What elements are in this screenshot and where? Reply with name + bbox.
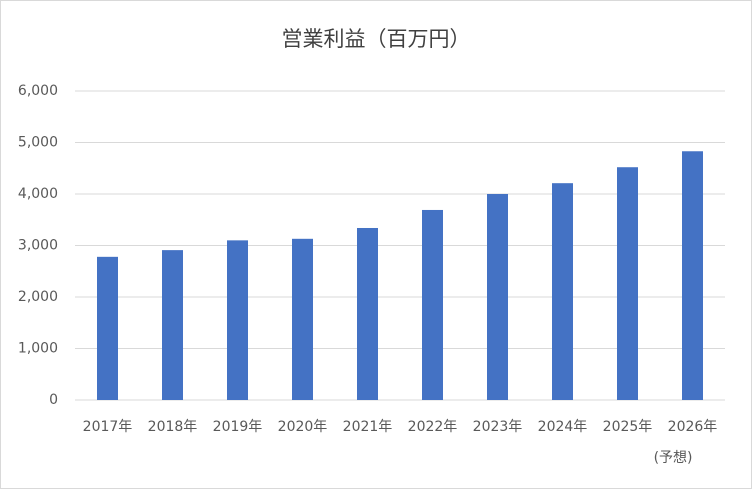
y-tick-label: 4,000	[18, 186, 58, 202]
y-tick-label: 3,000	[18, 238, 58, 254]
y-tick-label: 6,000	[18, 83, 58, 99]
bar	[552, 183, 573, 400]
x-tick-label: 2017年	[83, 419, 133, 435]
y-tick-label: 5,000	[18, 135, 58, 151]
bar	[97, 256, 118, 400]
bar	[292, 238, 313, 400]
bar	[422, 209, 443, 400]
chart-title: 営業利益（百万円）	[282, 27, 471, 51]
x-tick-label: 2021年	[343, 419, 393, 435]
bar	[227, 240, 248, 400]
y-tick-label: 2,000	[18, 289, 58, 305]
x-tick-label: 2022年	[408, 419, 458, 435]
y-tick-label: 1,000	[18, 341, 58, 357]
x-tick-label: 2024年	[538, 419, 588, 435]
x-tick-label: 2020年	[278, 419, 328, 435]
y-tick-label: 0	[49, 392, 58, 408]
x-tick-label: 2026年(予想)	[654, 419, 718, 466]
x-tick-label: 2025年	[603, 419, 653, 435]
bar	[162, 250, 183, 400]
bar	[487, 194, 508, 400]
bar	[357, 227, 378, 400]
x-tick-label: 2019年	[213, 419, 263, 435]
bar	[682, 151, 703, 400]
bar	[617, 167, 638, 400]
x-tick-label: 2023年	[473, 419, 523, 435]
x-tick-label: 2018年	[148, 419, 198, 435]
